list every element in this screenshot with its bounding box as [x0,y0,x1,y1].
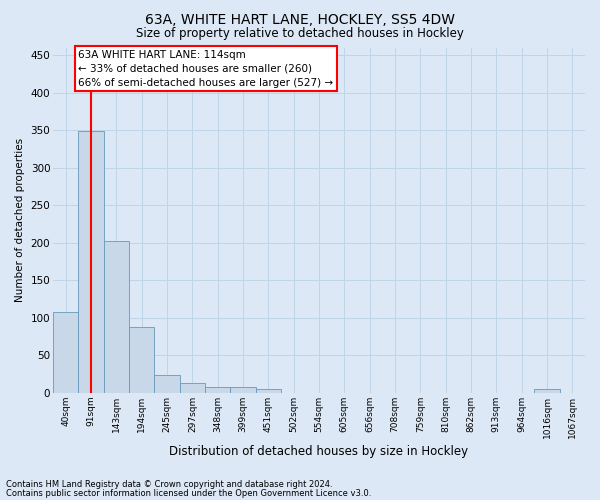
Bar [180,383,205,392]
Bar [104,241,129,392]
Bar [53,312,79,392]
Bar [154,376,180,392]
Bar [535,389,560,392]
Bar [205,386,230,392]
Y-axis label: Number of detached properties: Number of detached properties [15,138,25,302]
Text: Size of property relative to detached houses in Hockley: Size of property relative to detached ho… [136,28,464,40]
Bar [129,326,154,392]
Text: 63A, WHITE HART LANE, HOCKLEY, SS5 4DW: 63A, WHITE HART LANE, HOCKLEY, SS5 4DW [145,12,455,26]
X-axis label: Distribution of detached houses by size in Hockley: Distribution of detached houses by size … [169,444,469,458]
Bar [79,131,104,392]
Text: Contains HM Land Registry data © Crown copyright and database right 2024.: Contains HM Land Registry data © Crown c… [6,480,332,489]
Bar [256,389,281,392]
Bar [230,386,256,392]
Text: 63A WHITE HART LANE: 114sqm
← 33% of detached houses are smaller (260)
66% of se: 63A WHITE HART LANE: 114sqm ← 33% of det… [79,50,334,88]
Text: Contains public sector information licensed under the Open Government Licence v3: Contains public sector information licen… [6,488,371,498]
